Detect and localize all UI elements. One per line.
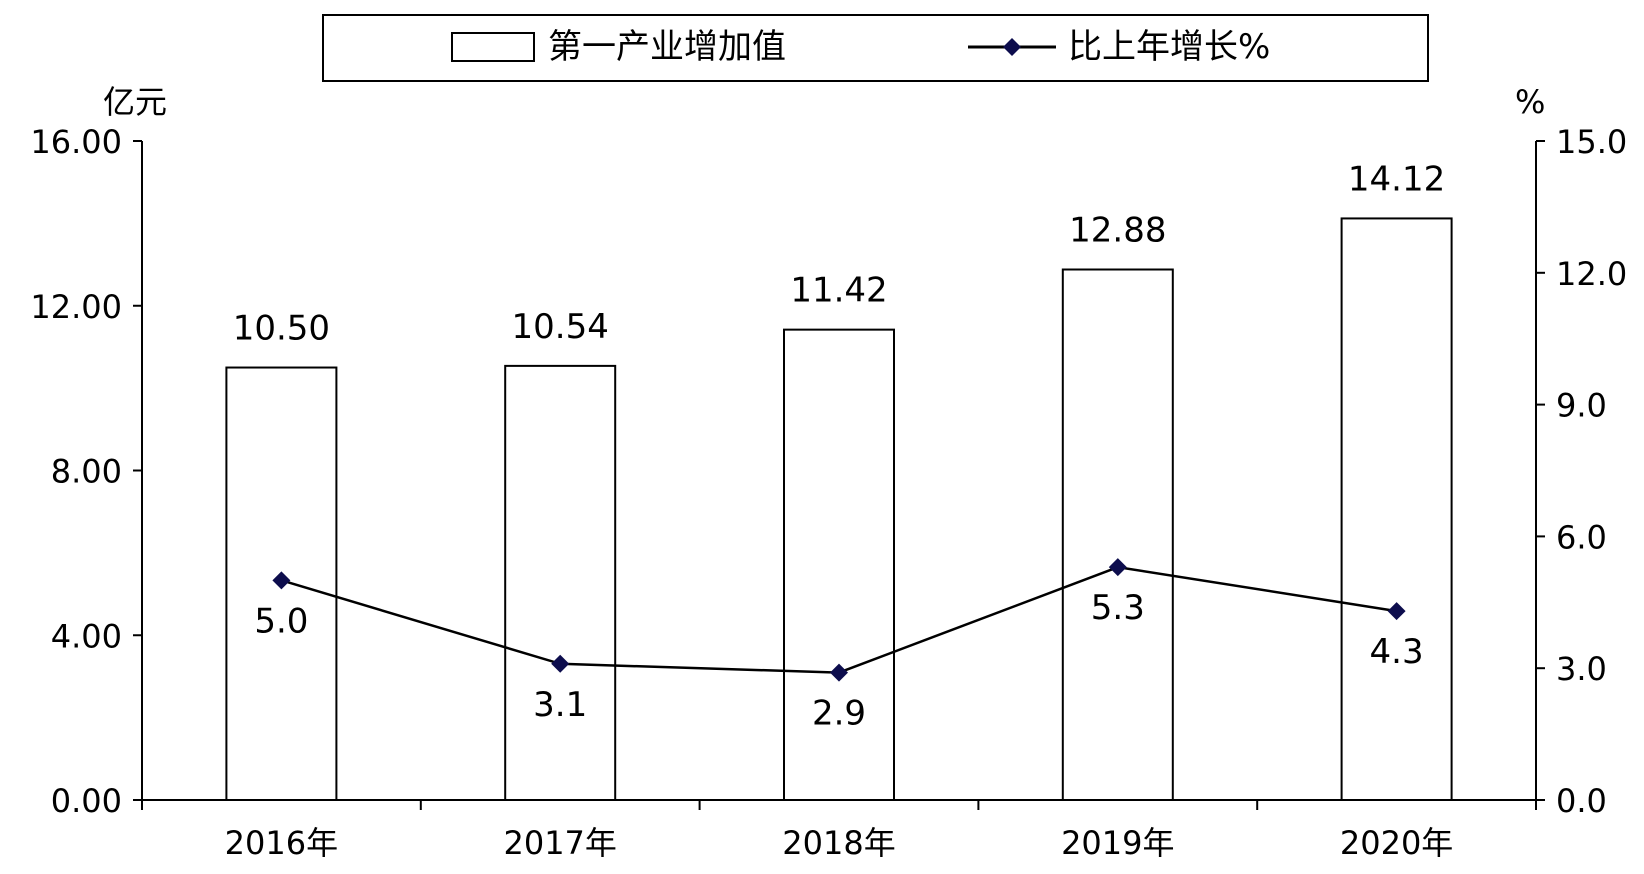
legend-bar-label: 第一产业增加值: [548, 27, 786, 67]
category-label: 2017年: [503, 824, 616, 862]
right-tick-label: 15.0: [1556, 123, 1627, 161]
line-point-marker: [1387, 602, 1406, 621]
line-data-labels: 5.0 3.1 2.9 5.3 4.3: [254, 588, 1423, 733]
right-tick-label: 12.0: [1556, 255, 1627, 293]
bar: [783, 328, 895, 801]
bar-value-label: 10.50: [233, 309, 330, 349]
bar-data-labels: 10.50 10.54 11.42 12.88 14.12: [233, 159, 1446, 348]
right-tick-label: 6.0: [1556, 518, 1607, 556]
line-value-label: 5.0: [254, 601, 308, 641]
bar-value-label: 10.54: [512, 307, 609, 347]
right-tick-label: 9.0: [1556, 387, 1607, 425]
left-tick-label: 4.00: [51, 617, 122, 655]
left-axis-ticks: 0.00 4.00 8.00 12.00 16.00: [30, 123, 142, 820]
line-point-marker: [1108, 558, 1127, 577]
line-value-label: 4.3: [1370, 632, 1424, 672]
right-tick-label: 0.0: [1556, 782, 1607, 820]
category-label: 2020年: [1340, 824, 1453, 862]
category-label: 2019年: [1061, 824, 1174, 862]
bar-value-label: 12.88: [1069, 211, 1166, 251]
category-label: 2016年: [225, 824, 338, 862]
right-axis-unit: %: [1515, 83, 1545, 121]
bar: [504, 364, 617, 801]
bar: [1061, 268, 1174, 801]
legend-line-label: 比上年增长%: [1068, 27, 1270, 67]
left-tick-label: 0.00: [51, 782, 122, 820]
line-value-label: 3.1: [533, 685, 587, 725]
right-tick-label: 3.0: [1556, 650, 1607, 688]
line-point-marker: [830, 663, 848, 682]
left-tick-label: 12.00: [30, 288, 122, 326]
right-axis-ticks: 0.0 3.0 6.0 9.0 12.0 15.0: [1536, 123, 1627, 820]
legend-bar-swatch: [451, 32, 535, 62]
legend: 第一产业增加值 比上年增长%: [322, 14, 1429, 82]
bar: [1340, 217, 1453, 801]
line-series: [272, 558, 1406, 682]
left-tick-label: 8.00: [51, 453, 122, 491]
bar-value-label: 14.12: [1348, 159, 1445, 199]
line-point-marker: [272, 571, 291, 590]
left-tick-label: 16.00: [30, 123, 122, 161]
line-value-label: 2.9: [812, 694, 866, 734]
legend-marker-icon: [1003, 38, 1021, 56]
left-axis-unit: 亿元: [103, 83, 167, 121]
category-label: 2018年: [782, 824, 895, 862]
bar-series: [225, 217, 1453, 801]
x-axis-ticks: [141, 800, 1537, 810]
line-value-label: 5.3: [1091, 588, 1145, 628]
bar-value-label: 11.42: [790, 271, 887, 311]
line-point-marker: [551, 654, 570, 673]
category-labels: 2016年 2017年 2018年 2019年 2020年: [225, 824, 1454, 862]
